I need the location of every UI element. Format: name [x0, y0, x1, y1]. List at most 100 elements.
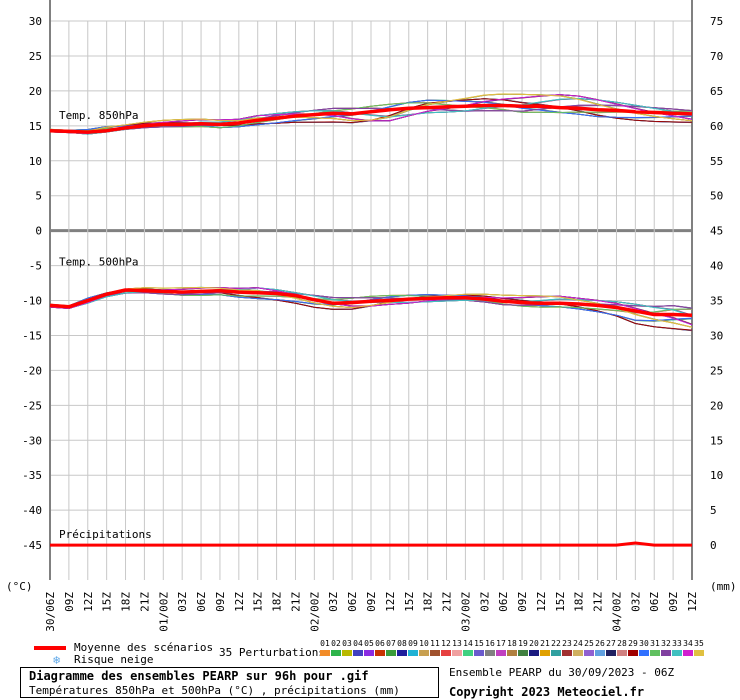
perturbation-id: 29 [628, 639, 638, 648]
x-tick-label: 12Z [233, 592, 246, 612]
right-tick-label: 75 [710, 15, 723, 28]
perturbation-swatch [562, 650, 572, 656]
left-tick-label: 5 [35, 190, 42, 203]
left-tick-label: -40 [22, 504, 42, 517]
x-tick-label: 18Z [120, 592, 133, 612]
perturbation-swatch [364, 650, 374, 656]
copyright: Copyright 2023 Meteociel.fr [449, 685, 645, 699]
perturbation-id: 08 [397, 639, 407, 648]
left-tick-label: -10 [22, 295, 42, 308]
perturbation-id: 15 [474, 639, 484, 648]
perturbation-swatch [639, 650, 649, 656]
perturbation-id: 01 [320, 639, 330, 648]
perturbation-swatch [628, 650, 638, 656]
mean-line-t850_mean [49, 103, 693, 134]
x-tick-label: 06Z [648, 592, 661, 612]
x-axis: 30/06Z 09Z 12Z 15Z 18Z 21Z 01/00Z 03Z 06Z 09Z 12Z 1… [44, 592, 699, 632]
mean-line-t500_mean [49, 288, 693, 317]
x-tick-label: 03Z [478, 592, 491, 612]
perturbation-id: 34 [683, 639, 693, 648]
perturbation-id: 28 [617, 639, 627, 648]
perturbations-count: 35 Perturbations [219, 646, 325, 659]
right-tick-label: 0 [710, 539, 717, 552]
right-tick-label: 65 [710, 85, 723, 98]
legend-mean-label: Moyenne des scénarios [74, 641, 214, 654]
perturbation-id: 05 [364, 639, 374, 648]
x-tick-label: 18Z [422, 592, 435, 612]
perturbation-id: 24 [573, 639, 583, 648]
perturbation-swatch [672, 650, 682, 656]
x-tick-label: 21Z [592, 592, 605, 612]
perturbation-id: 31 [650, 639, 660, 648]
x-tick-label: 09Z [63, 592, 76, 612]
left-tick-label: -35 [22, 469, 42, 482]
x-tick-label: 09Z [667, 592, 680, 612]
perturbation-swatch [441, 650, 451, 656]
x-tick-label: 06Z [346, 592, 359, 612]
right-tick-label: 20 [710, 399, 723, 412]
x-tick-label: 12Z [384, 592, 397, 612]
footer-title: Diagramme des ensembles PEARP sur 96h po… [29, 669, 369, 683]
perturbation-id: 30 [639, 639, 649, 648]
right-tick-label: 45 [710, 225, 723, 238]
right-tick-label: 5 [710, 504, 717, 517]
perturbation-id: 27 [606, 639, 616, 648]
perturbation-swatch [595, 650, 605, 656]
footer-title-box: Diagramme des ensembles PEARP sur 96h po… [20, 667, 439, 698]
perturbation-swatch [650, 650, 660, 656]
left-tick-label: -25 [22, 399, 42, 412]
perturbation-swatch [694, 650, 704, 656]
perturbation-line-35 [49, 286, 693, 328]
perturbation-swatch [606, 650, 616, 656]
perturbation-swatch [661, 650, 671, 656]
perturbation-id: 02 [331, 639, 341, 648]
perturbation-id: 23 [562, 639, 572, 648]
x-tick-label: 02/00Z [308, 592, 321, 632]
x-tick-label: 18Z [573, 592, 586, 612]
left-axis: 30 25 20 15 10 5 0 -5 -10 -15 -20 -25 -30 -35 -40 -45 [22, 15, 42, 552]
perturbation-swatch [331, 650, 341, 656]
perturbation-id: 17 [496, 639, 506, 648]
perturbation-id: 11 [430, 639, 440, 648]
left-tick-label: -5 [29, 260, 42, 273]
perturbation-id: 13 [452, 639, 462, 648]
perturbation-id: 06 [375, 639, 385, 648]
perturbation-id: 21 [540, 639, 550, 648]
right-tick-label: 55 [710, 155, 723, 168]
chart-grid [49, 0, 693, 580]
footer-subtitle: Températures 850hPa et 500hPa (°C) , pré… [29, 684, 400, 697]
perturbation-swatch [452, 650, 462, 656]
x-tick-label: 03/00Z [459, 592, 472, 632]
legend-snow: ❄ Risque neige [53, 653, 153, 667]
legend-mean: Moyenne des scénarios [34, 641, 213, 654]
panel-labels: Temp. 850hPa Temp. 500hPa Précipitations [59, 109, 152, 541]
x-tick-label: 01/00Z [157, 592, 170, 632]
right-tick-label: 25 [710, 364, 723, 377]
left-tick-label: 0 [35, 225, 42, 238]
right-tick-label: 10 [710, 469, 723, 482]
perturbation-id: 20 [529, 639, 539, 648]
perturbation-swatch [375, 650, 385, 656]
right-tick-label: 30 [710, 329, 723, 342]
mean-line-precip_mean [50, 541, 692, 547]
perturbation-id: 19 [518, 639, 528, 648]
panel-label: Précipitations [59, 528, 152, 541]
right-tick-label: 70 [710, 50, 723, 63]
perturbation-id: 12 [441, 639, 451, 648]
mean-lines [49, 103, 693, 547]
x-tick-label: 12Z [535, 592, 548, 612]
left-tick-label: -15 [22, 329, 42, 342]
left-tick-label: -20 [22, 364, 42, 377]
x-tick-label: 12Z [686, 592, 699, 612]
x-tick-label: 03Z [176, 592, 189, 612]
perturbation-line-32 [49, 104, 693, 134]
perturbation-swatch [617, 650, 627, 656]
x-tick-label: 21Z [441, 592, 454, 612]
perturbation-id: 32 [661, 639, 671, 648]
perturbation-swatch [485, 650, 495, 656]
x-tick-label: 03Z [629, 592, 642, 612]
perturbation-id: 14 [463, 639, 473, 648]
perturbation-id: 18 [507, 639, 517, 648]
perturbation-swatch [529, 650, 539, 656]
